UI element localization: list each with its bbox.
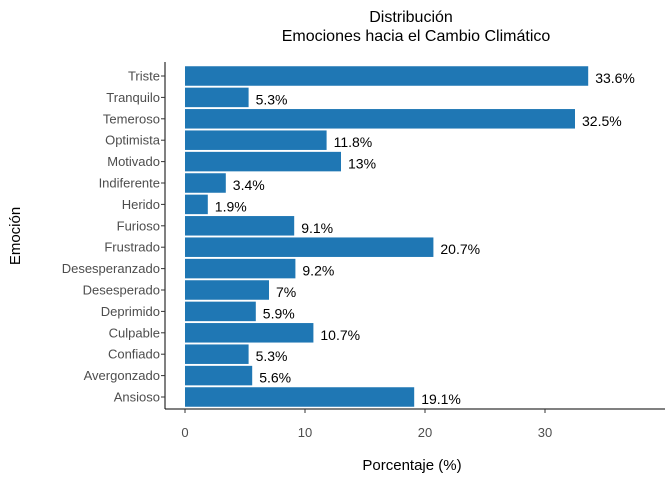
category-label: Frustrado bbox=[104, 240, 160, 255]
category-label: Optimista bbox=[105, 133, 161, 148]
bar bbox=[185, 87, 249, 108]
x-ticks: 0 10 20 30 bbox=[181, 409, 552, 440]
category-label: Ansioso bbox=[114, 390, 160, 405]
category-label: Furioso bbox=[117, 218, 160, 233]
bar bbox=[185, 301, 256, 322]
bar bbox=[185, 194, 208, 215]
data-label: 10.7% bbox=[320, 327, 360, 343]
bar bbox=[185, 130, 327, 150]
category-label: Confiado bbox=[108, 347, 160, 362]
category-label: Triste bbox=[128, 69, 160, 84]
data-label: 20.7% bbox=[440, 241, 480, 257]
bar bbox=[185, 323, 314, 343]
data-label: 7% bbox=[276, 284, 296, 300]
category-label: Motivado bbox=[107, 154, 160, 169]
data-label: 32.5% bbox=[582, 113, 622, 129]
data-label: 19.1% bbox=[421, 391, 461, 407]
data-label: 5.9% bbox=[263, 305, 295, 321]
category-label: Herido bbox=[122, 197, 160, 212]
data-label: 5.3% bbox=[256, 91, 288, 107]
category-label: Temeroso bbox=[103, 111, 160, 126]
bar bbox=[185, 66, 589, 86]
data-label: 33.6% bbox=[595, 70, 635, 86]
bar bbox=[185, 365, 253, 386]
bar bbox=[185, 237, 434, 257]
category-labels: Triste Tranquilo Temeroso Optimista Motivado… bbox=[62, 69, 161, 405]
data-label: 9.2% bbox=[302, 263, 334, 279]
x-tick-label: 30 bbox=[538, 425, 552, 440]
bars bbox=[185, 66, 589, 407]
x-tick-label: 0 bbox=[181, 425, 188, 440]
data-label: 5.6% bbox=[259, 370, 291, 386]
chart-subtitle: Emociones hacia el Cambio Climático bbox=[282, 28, 551, 45]
x-tick-label: 10 bbox=[298, 425, 312, 440]
bar bbox=[185, 109, 575, 129]
category-label: Indiferente bbox=[99, 176, 160, 191]
data-label: 9.1% bbox=[301, 220, 333, 236]
bar bbox=[185, 280, 269, 300]
data-label: 1.9% bbox=[215, 198, 247, 214]
category-label: Culpable bbox=[109, 325, 160, 340]
value-labels: 33.6% 5.3% 32.5% 11.8% 13% 3.4% 1.9% 9.1% 20.7% 9… bbox=[215, 70, 635, 407]
bar bbox=[185, 216, 295, 236]
data-label: 11.8% bbox=[334, 134, 373, 150]
data-label: 3.4% bbox=[233, 177, 265, 193]
category-label: Avergonzado bbox=[84, 368, 160, 383]
bar bbox=[185, 344, 249, 364]
data-label: 13% bbox=[348, 156, 376, 172]
category-label: Desesperanzado bbox=[62, 261, 160, 276]
bar bbox=[185, 387, 415, 407]
x-axis-title: Porcentaje (%) bbox=[362, 457, 461, 474]
y-axis-title: Emoción bbox=[7, 207, 24, 265]
x-tick-label: 20 bbox=[418, 425, 432, 440]
chart-title: Distribución bbox=[369, 9, 453, 26]
data-label: 5.3% bbox=[256, 348, 288, 364]
y-ticks bbox=[161, 75, 165, 398]
bar bbox=[185, 173, 226, 193]
category-label: Desesperado bbox=[83, 283, 160, 298]
bar bbox=[185, 258, 296, 279]
category-label: Tranquilo bbox=[106, 90, 160, 105]
bar bbox=[185, 151, 341, 172]
category-label: Deprimido bbox=[101, 304, 160, 319]
